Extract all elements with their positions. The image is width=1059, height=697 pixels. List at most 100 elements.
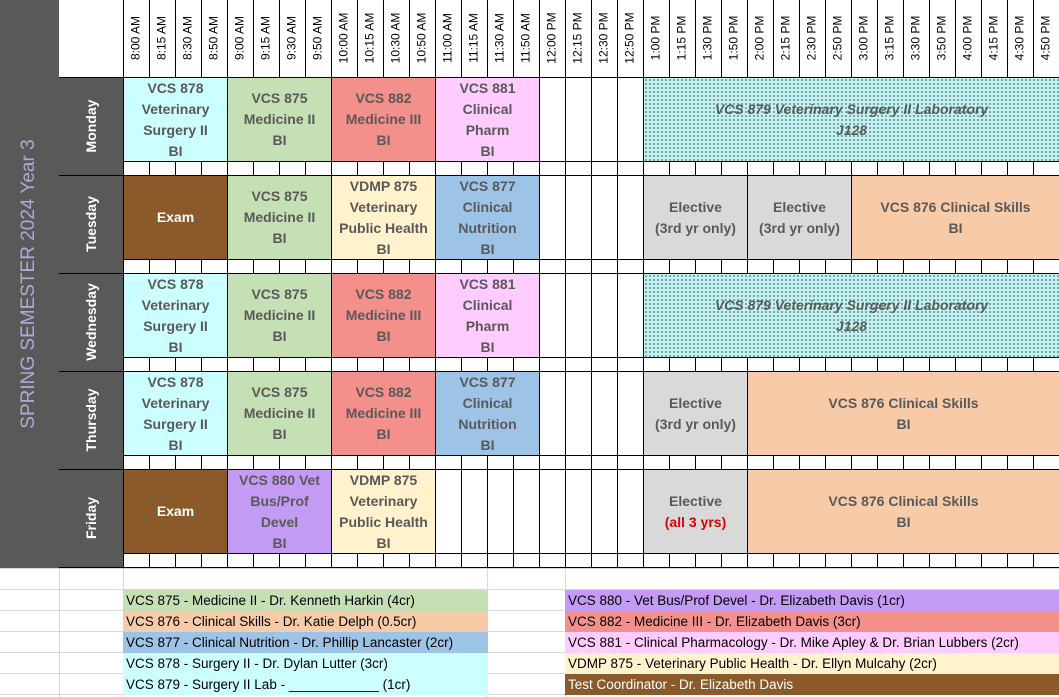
row-line — [59, 567, 1059, 568]
time-label: 9:15 AM — [258, 15, 273, 61]
course-block: Elective (3rd yr only) — [643, 371, 748, 456]
course-block-text: VCS 876 Clinical Skills BI — [880, 198, 1031, 236]
time-label: 2:00 PM — [752, 15, 767, 61]
course-block-text: Elective (3rd yr only) — [759, 198, 840, 236]
day-label: Wednesday — [83, 283, 99, 361]
time-header: 10:00 AM — [331, 0, 357, 77]
time-header: 3:00 PM — [851, 0, 877, 77]
legend-item: VDMP 875 - Veterinary Public Health - Dr… — [565, 653, 1059, 674]
course-block: Exam — [123, 175, 228, 260]
course-block: Elective (3rd yr only) — [643, 175, 748, 260]
time-header: 4:30 PM — [1007, 0, 1033, 77]
course-block-text: Elective — [669, 492, 722, 509]
time-label: 11:15 AM — [466, 13, 481, 63]
time-header: 10:30 AM — [383, 0, 409, 77]
row-line — [59, 273, 1059, 274]
time-header: 2:00 PM — [747, 0, 773, 77]
time-header: 11:00 AM — [435, 0, 461, 77]
course-block-text: VCS 879 Veterinary Surgery II Laboratory… — [714, 296, 989, 334]
course-block: VCS 875 Medicine II BI — [227, 273, 332, 358]
time-label: 9:50 AM — [310, 15, 325, 61]
course-block-text: VCS 876 Clinical Skills BI — [828, 492, 979, 530]
time-label: 8:15 AM — [154, 15, 169, 61]
time-label: 3:00 PM — [856, 15, 871, 61]
course-block-text: VCS 882 Medicine III BI — [345, 286, 422, 344]
time-label: 12:50 PM — [622, 12, 637, 64]
course-block: VCS 876 Clinical Skills BI — [747, 469, 1059, 554]
day-header-thursday: Thursday — [59, 371, 123, 469]
time-header: 11:30 AM — [487, 0, 513, 77]
time-header: 9:00 AM — [227, 0, 253, 77]
course-block-text: VDMP 875 Veterinary Public Health BI — [339, 471, 428, 551]
course-block: VCS 877 Clinical Nutrition BI — [435, 175, 540, 260]
grid-line — [59, 568, 60, 697]
time-header: 3:50 PM — [929, 0, 955, 77]
legend-item: VCS 881 - Clinical Pharmacology - Dr. Mi… — [565, 632, 1059, 653]
course-block-text: VCS 878 Veterinary Surgery II BI — [141, 373, 210, 453]
row-line — [123, 553, 1059, 554]
day-header-tuesday: Tuesday — [59, 175, 123, 273]
time-label: 10:00 AM — [336, 12, 351, 64]
time-header: 8:00 AM — [123, 0, 149, 77]
row-line — [123, 357, 1059, 358]
course-block: VCS 876 Clinical Skills BI — [747, 371, 1059, 456]
time-label: 12:00 PM — [544, 12, 559, 64]
course-block: VCS 879 Veterinary Surgery II Laboratory… — [643, 77, 1059, 162]
time-label: 3:50 PM — [934, 15, 949, 61]
course-block: VCS 875 Medicine II BI — [227, 371, 332, 456]
time-header: 8:15 AM — [149, 0, 175, 77]
time-header: 9:30 AM — [279, 0, 305, 77]
time-header: 12:50 PM — [617, 0, 643, 77]
course-block: VCS 876 Clinical Skills BI — [851, 175, 1059, 260]
time-label: 10:15 AM — [362, 12, 377, 64]
row-line — [59, 371, 1059, 372]
time-label: 11:00 AM — [440, 13, 455, 63]
column-line — [617, 0, 618, 568]
course-block: VCS 880 Vet Bus/Prof Devel BI — [227, 469, 332, 554]
course-block-text: Exam — [156, 209, 195, 225]
course-block: VCS 881 Clinical Pharm BI — [435, 273, 540, 358]
course-block: VCS 882 Medicine III BI — [331, 371, 436, 456]
course-block: VCS 879 Veterinary Surgery II Laboratory… — [643, 273, 1059, 358]
grid-line — [0, 568, 1059, 569]
course-block: VDMP 875 Veterinary Public Health BI — [331, 175, 436, 260]
course-block: VCS 882 Medicine III BI — [331, 77, 436, 162]
time-label: 4:50 PM — [1038, 15, 1053, 61]
time-label: 9:30 AM — [284, 15, 299, 61]
grid-line — [0, 673, 1059, 674]
time-header: 9:15 AM — [253, 0, 279, 77]
time-header: 1:30 PM — [695, 0, 721, 77]
time-label: 4:00 PM — [960, 15, 975, 61]
course-block: VCS 878 Veterinary Surgery II BI — [123, 77, 228, 162]
legend-item: VCS 878 - Surgery II - Dr. Dylan Lutter … — [123, 653, 488, 674]
course-block: VDMP 875 Veterinary Public Health BI — [331, 469, 436, 554]
course-block-text: VCS 877 Clinical Nutrition BI — [458, 177, 517, 257]
grid-line — [0, 589, 1059, 590]
time-label: 1:00 PM — [648, 15, 663, 61]
column-line — [565, 0, 566, 568]
course-block-text: VCS 877 Clinical Nutrition BI — [458, 373, 517, 453]
course-block: Elective (all 3 yrs) — [643, 469, 748, 554]
time-header: 3:30 PM — [903, 0, 929, 77]
time-label: 4:30 PM — [1012, 15, 1027, 61]
legend-item: VCS 879 - Surgery II Lab - ____________ … — [123, 674, 488, 695]
legend-item: Test Coordinator - Dr. Elizabeth Davis — [565, 674, 1059, 695]
grid-line — [0, 610, 1059, 611]
course-block-text: Exam — [156, 503, 195, 519]
course-block-text: Elective (3rd yr only) — [655, 198, 736, 236]
time-header: 10:15 AM — [357, 0, 383, 77]
day-label: Friday — [83, 497, 99, 540]
course-block-text: Elective (3rd yr only) — [655, 394, 736, 432]
course-block-text: VDMP 875 Veterinary Public Health BI — [339, 177, 428, 257]
course-block: VCS 875 Medicine II BI — [227, 175, 332, 260]
time-header: 1:00 PM — [643, 0, 669, 77]
course-block-text: VCS 881 Clinical Pharm BI — [459, 275, 516, 355]
time-label: 11:30 AM — [492, 13, 507, 63]
time-label: 3:15 PM — [882, 15, 897, 61]
course-block-text: VCS 876 Clinical Skills BI — [828, 394, 979, 432]
course-block-text: VCS 875 Medicine II BI — [243, 90, 316, 148]
time-label: 8:50 AM — [206, 15, 221, 61]
time-header: 10:50 AM — [409, 0, 435, 77]
time-header: 1:50 PM — [721, 0, 747, 77]
